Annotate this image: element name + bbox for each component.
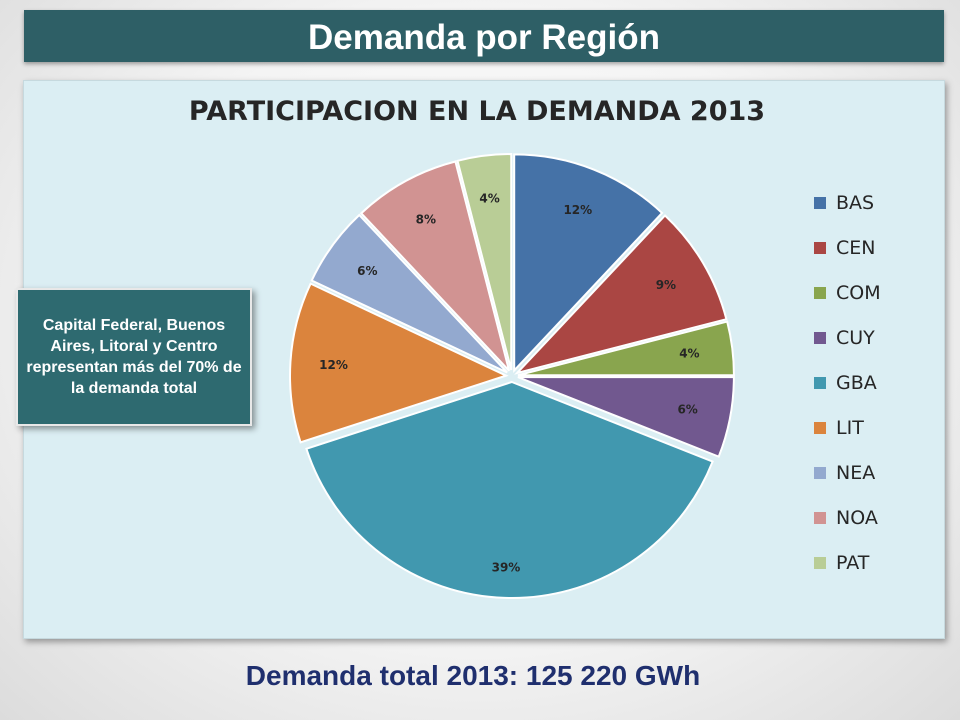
legend-swatch [814, 242, 826, 254]
legend-label: NOA [836, 507, 878, 529]
chart-title: PARTICIPACION EN LA DEMANDA 2013 [188, 96, 766, 127]
legend-swatch [814, 287, 826, 299]
legend-swatch [814, 557, 826, 569]
data-label-nea: 6% [357, 264, 377, 278]
legend-label: CUY [836, 327, 875, 349]
legend-label: COM [836, 282, 881, 304]
pie-slice-bas [513, 153, 664, 373]
legend-swatch [814, 197, 826, 209]
legend-label: CEN [836, 237, 876, 259]
footer-total-demand: Demanda total 2013: 125 220 GWh [245, 660, 701, 691]
legend-swatch [814, 512, 826, 524]
pie-data-labels: 12% 9% 4% 6% 39% 12% 6% 8% 4% [319, 192, 699, 575]
pie-slice-cuy [517, 376, 735, 458]
chart-panel: 12% 9% 4% 6% 39% 12% 6% 8% 4% PARTICIPACION EN L… [23, 80, 945, 639]
legend-label: PAT [836, 552, 870, 574]
pie-slice-lit [289, 282, 509, 444]
legend-label: NEA [836, 462, 876, 484]
pie-slice-com [517, 320, 735, 377]
slide-title: Demanda por Región [308, 18, 660, 57]
legend-label: GBA [836, 372, 877, 394]
legend-swatch [814, 377, 826, 389]
pie-slice-noa [359, 160, 511, 372]
data-label-noa: 8% [416, 212, 436, 226]
data-label-cuy: 6% [677, 403, 697, 417]
pie-slice-gba [305, 380, 714, 599]
data-label-pat: 4% [479, 192, 499, 206]
callout-box: Capital Federal, Buenos Aires, Litoral y… [16, 288, 252, 426]
data-label-cen: 9% [656, 278, 676, 292]
legend-swatch [814, 422, 826, 434]
pie-slices [289, 153, 735, 599]
callout-text: Capital Federal, Buenos Aires, Litoral y… [26, 317, 242, 397]
data-label-lit: 12% [319, 358, 348, 372]
data-label-bas: 12% [563, 203, 592, 217]
pie-slice-nea [310, 213, 508, 374]
data-label-com: 4% [679, 347, 699, 361]
legend-label: BAS [836, 192, 875, 214]
legend-label: LIT [836, 417, 864, 439]
pie-slice-pat [456, 153, 513, 371]
title-bar: Demanda por Región [24, 10, 944, 62]
pie-slice-cen [514, 214, 728, 375]
legend-swatch [814, 332, 826, 344]
data-label-gba: 39% [492, 561, 521, 575]
pie-chart: 12% 9% 4% 6% 39% 12% 6% 8% 4% [289, 153, 735, 599]
legend-swatch [814, 467, 826, 479]
